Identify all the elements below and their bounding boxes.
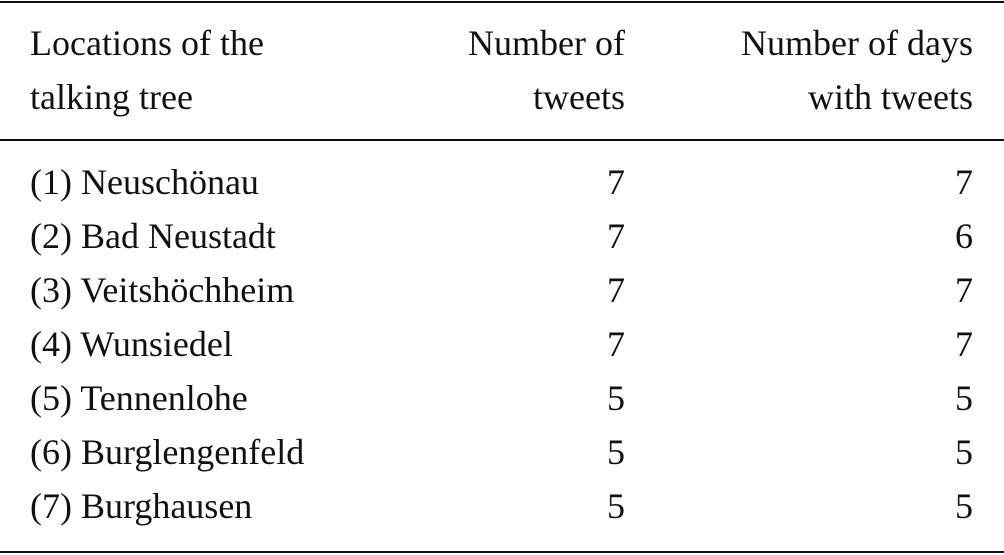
header-tweets: Number of tweets [468,16,625,124]
header-rule [0,139,1004,141]
table-cell-tweets: 5 [607,378,625,418]
header-days-line2: with tweets [808,77,973,117]
table-cell-tweets: 7 [607,270,625,310]
table-cell-days: 5 [955,432,973,472]
table-cell-location: (3) Veitshöchheim [30,270,295,310]
table-cell-tweets: 5 [607,486,625,526]
table-cell-days: 5 [955,378,973,418]
table-cell-location: (7) Burghausen [30,486,253,526]
table-cell-tweets: 7 [607,324,625,364]
table-cell-days: 7 [955,270,973,310]
table-cell-location: (6) Burglengenfeld [30,432,305,472]
table-cell-days: 7 [955,324,973,364]
header-location-line2: talking tree [30,77,193,117]
table-cell-days: 5 [955,486,973,526]
table-cell-tweets: 7 [607,216,625,256]
table-cell-days: 7 [955,162,973,202]
header-days-line1: Number of days [741,23,973,63]
header-location-line1: Locations of the [30,23,264,63]
table-cell-tweets: 7 [607,162,625,202]
header-location: Locations of the talking tree [30,16,264,124]
top-rule [0,1,1004,3]
table-cell-location: (1) Neuschönau [30,162,259,202]
table-cell-location: (4) Wunsiedel [30,324,233,364]
table-cell-tweets: 5 [607,432,625,472]
table-cell-days: 6 [955,216,973,256]
bottom-rule [0,551,1004,553]
header-days: Number of days with tweets [741,16,973,124]
header-tweets-line1: Number of [468,23,625,63]
table-cell-location: (2) Bad Neustadt [30,216,276,256]
table-cell-location: (5) Tennenlohe [30,378,248,418]
header-tweets-line2: tweets [533,77,625,117]
